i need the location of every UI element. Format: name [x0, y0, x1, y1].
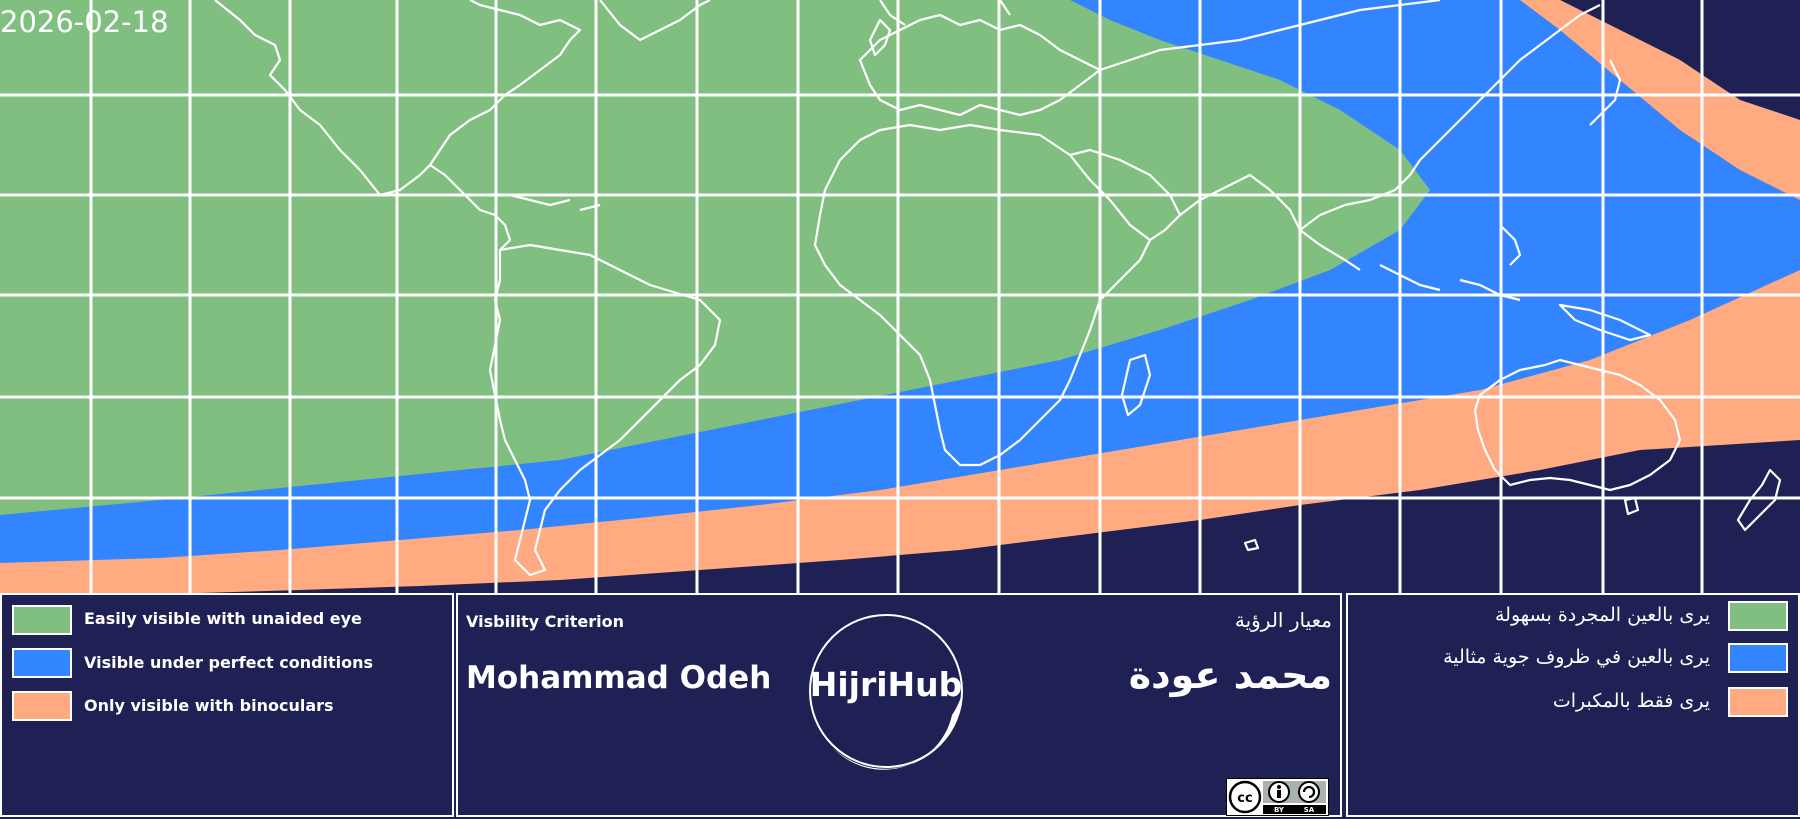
- binoculars-pacific-pocket: [1520, 0, 1800, 200]
- legend-label-easily-visible: Easily visible with unaided eye: [84, 609, 362, 628]
- criterion-name-en: Mohammad Odeh: [466, 660, 772, 696]
- continent-outlines: [214, 0, 1782, 577]
- legend-english: Easily visible with unaided eye Visible …: [0, 593, 454, 817]
- legend-ar-swatch-binoculars: [1728, 687, 1788, 717]
- southeast-asia-islands-outline: [1379, 224, 1522, 302]
- cc-by-sa-icon: cc BY SA: [1226, 778, 1329, 816]
- british-isles-outline: [868, 18, 892, 57]
- south-america-outline: [488, 243, 722, 577]
- world-visibility-map: [0, 0, 1800, 593]
- legend-swatch-visible-perfect: [12, 648, 72, 678]
- legend-ar-label-binoculars: يرى فقط بالمكبرات: [1552, 690, 1710, 712]
- legend-label-visible-perfect: Visible under perfect conditions: [84, 653, 374, 672]
- criterion-name-ar: محمد عودة: [1128, 653, 1332, 697]
- legend-arabic: يرى بالعين المجردة بسهولة يرى بالعين في …: [1346, 593, 1800, 817]
- caribbean-islands-outline: [509, 193, 601, 212]
- madagascar-outline: [1120, 353, 1152, 417]
- new-zealand-outline: [1736, 468, 1782, 532]
- cc-sa-text: SA: [1304, 806, 1315, 814]
- map-date: 2026-02-18: [0, 5, 169, 39]
- zone-easily-visible: [0, 0, 1430, 515]
- criterion-heading-en: Visbility Criterion: [466, 612, 625, 631]
- criterion-panel: Visbility Criterion Mohammad Odeh HijriH…: [456, 593, 1342, 817]
- cc-by-text: BY: [1274, 806, 1285, 814]
- legend-label-binoculars: Only visible with binoculars: [84, 696, 334, 715]
- australia-outline: [1473, 358, 1682, 492]
- criterion-heading-ar: معيار الرؤية: [1234, 608, 1332, 632]
- asia-outline: [1099, 0, 1601, 271]
- africa-outline: [813, 123, 1152, 467]
- cc-letters: cc: [1237, 791, 1252, 806]
- greenland-outline: [599, 0, 711, 42]
- crescent-moon-icon: [809, 614, 963, 770]
- legend-ar-label-visible-perfect: يرى بالعين في ظروف جوية مثالية: [1443, 646, 1710, 668]
- legend-swatch-binoculars: [12, 691, 72, 721]
- legend-ar-swatch-visible-perfect: [1728, 643, 1788, 673]
- europe-outline: [858, 0, 1102, 117]
- japan-outline: [1589, 59, 1622, 126]
- legend-ar-swatch-easily-visible: [1728, 601, 1788, 631]
- legend-ar-label-easily-visible: يرى بالعين المجردة بسهولة: [1495, 604, 1710, 626]
- tasmania-outline: [1623, 496, 1640, 516]
- kerguelen-outline: [1243, 538, 1260, 552]
- hijrihub-logo-text: HijriHub: [809, 665, 963, 704]
- north-america-outline: [214, 0, 582, 251]
- new-guinea-outline: [1558, 303, 1652, 342]
- arabia-outline: [1069, 148, 1182, 241]
- legend-swatch-easily-visible: [12, 605, 72, 635]
